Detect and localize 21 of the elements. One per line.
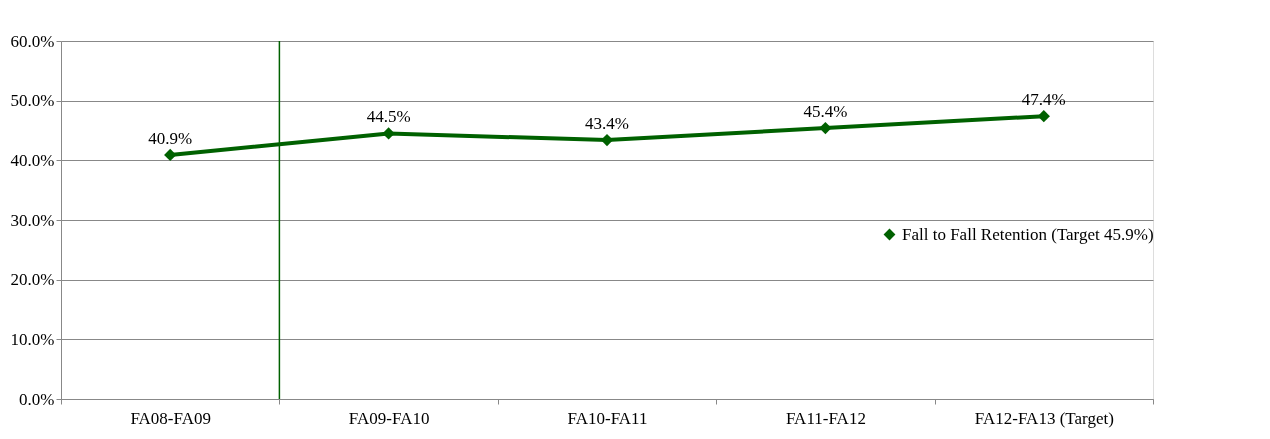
y-tick-label: 60.0% [10, 31, 55, 51]
x-tick-label: FA12-FA13 (Target) [974, 408, 1114, 428]
y-tick-label: 0.0% [19, 389, 55, 409]
data-label: 45.4% [803, 102, 848, 122]
legend-label: Fall to Fall Retention (Target 45.9%) [902, 224, 1154, 244]
y-tick-label: 20.0% [10, 270, 55, 290]
y-tick-label: 30.0% [10, 210, 55, 230]
y-tick-label: 10.0% [10, 329, 55, 349]
y-tick-label: 50.0% [10, 91, 55, 111]
y-tick-label: 40.0% [10, 150, 55, 170]
data-label: 43.4% [585, 114, 629, 134]
data-label: 47.4% [1021, 90, 1066, 110]
point [164, 148, 177, 162]
point [600, 133, 614, 147]
x-tick-label: FA11-FA12 [785, 408, 866, 428]
data-label: 40.9% [148, 128, 193, 148]
x-tick-label: FA08-FA09 [130, 408, 211, 428]
x-tick-label: FA09-FA10 [348, 408, 430, 428]
x-tick-label: FA10-FA11 [567, 408, 648, 428]
point [819, 121, 832, 135]
data-label: 44.5% [366, 107, 411, 127]
